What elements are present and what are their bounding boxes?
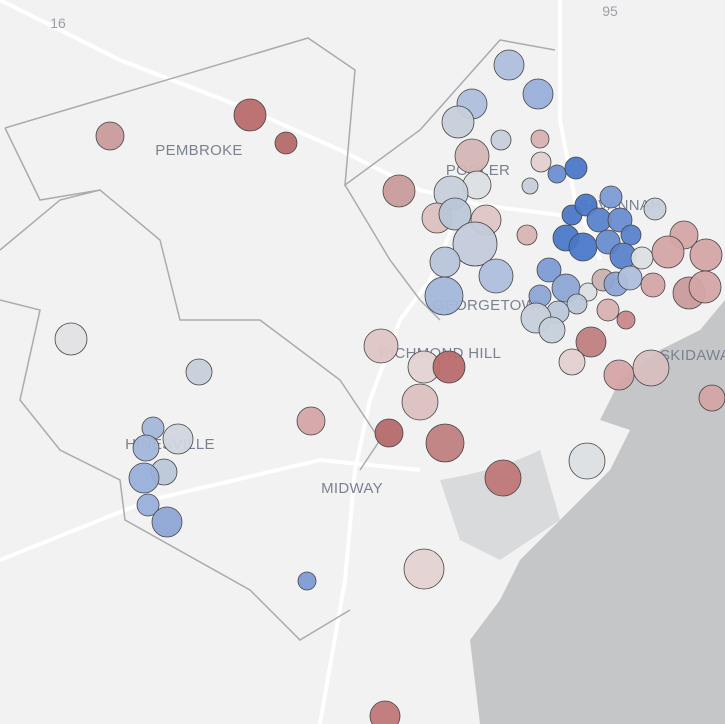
bubble bbox=[401, 383, 439, 421]
place-label: SKIDAWAY bbox=[660, 347, 725, 364]
bubble bbox=[566, 293, 588, 315]
bubble bbox=[640, 272, 666, 298]
bubble bbox=[530, 129, 550, 149]
place-label: MIDWAY bbox=[321, 480, 383, 497]
bubble bbox=[643, 197, 667, 221]
bubble bbox=[596, 298, 620, 322]
bubble bbox=[54, 322, 88, 356]
bubble bbox=[620, 224, 642, 246]
bubble bbox=[369, 700, 401, 724]
highway-label: 95 bbox=[602, 3, 618, 19]
bubble bbox=[296, 406, 326, 436]
bubble bbox=[374, 418, 404, 448]
marsh bbox=[440, 450, 560, 560]
bubble bbox=[522, 78, 554, 110]
bubble bbox=[484, 459, 522, 497]
bubble bbox=[128, 462, 160, 494]
bubble bbox=[493, 49, 525, 81]
bubble bbox=[403, 548, 445, 590]
water bbox=[470, 300, 725, 724]
bubble bbox=[632, 349, 670, 387]
bubble bbox=[454, 138, 490, 174]
bubble bbox=[603, 359, 635, 391]
bubble bbox=[185, 358, 213, 386]
bubble bbox=[132, 434, 160, 462]
bubbles bbox=[54, 49, 725, 724]
bubble bbox=[432, 350, 466, 384]
bubble bbox=[274, 131, 298, 155]
bubble bbox=[136, 493, 160, 517]
bubble bbox=[530, 151, 552, 173]
bubble bbox=[452, 221, 498, 267]
roads bbox=[0, 0, 621, 724]
bubble bbox=[564, 156, 588, 180]
bubble bbox=[689, 238, 723, 272]
bubble bbox=[429, 246, 461, 278]
bubble bbox=[616, 310, 636, 330]
bubble bbox=[424, 276, 464, 316]
bubble bbox=[478, 258, 514, 294]
bubble bbox=[547, 164, 567, 184]
bubble bbox=[233, 98, 267, 132]
bubble bbox=[536, 257, 562, 283]
bubble bbox=[630, 246, 654, 270]
bubble bbox=[558, 348, 586, 376]
bubble bbox=[698, 384, 725, 412]
bubble bbox=[382, 174, 416, 208]
bubble bbox=[651, 235, 685, 269]
bubble bbox=[521, 177, 539, 195]
bubble bbox=[568, 232, 598, 262]
county-borders bbox=[0, 37, 556, 641]
bubble bbox=[586, 207, 612, 233]
bubble bbox=[599, 185, 623, 209]
bubble bbox=[425, 423, 465, 463]
bubble bbox=[688, 270, 722, 304]
bubble bbox=[575, 326, 607, 358]
bubble bbox=[490, 129, 512, 151]
bubble bbox=[162, 423, 194, 455]
bubble bbox=[151, 506, 183, 538]
bubble bbox=[363, 328, 399, 364]
bubble bbox=[438, 197, 472, 231]
bubble bbox=[441, 105, 475, 139]
bubble bbox=[568, 442, 606, 480]
bubble bbox=[95, 121, 125, 151]
bubble bbox=[538, 316, 566, 344]
highway-label: 16 bbox=[50, 15, 66, 31]
bubble bbox=[516, 224, 538, 246]
bubble bbox=[617, 265, 643, 291]
bubble bbox=[297, 571, 317, 591]
place-label: PEMBROKE bbox=[155, 142, 242, 159]
